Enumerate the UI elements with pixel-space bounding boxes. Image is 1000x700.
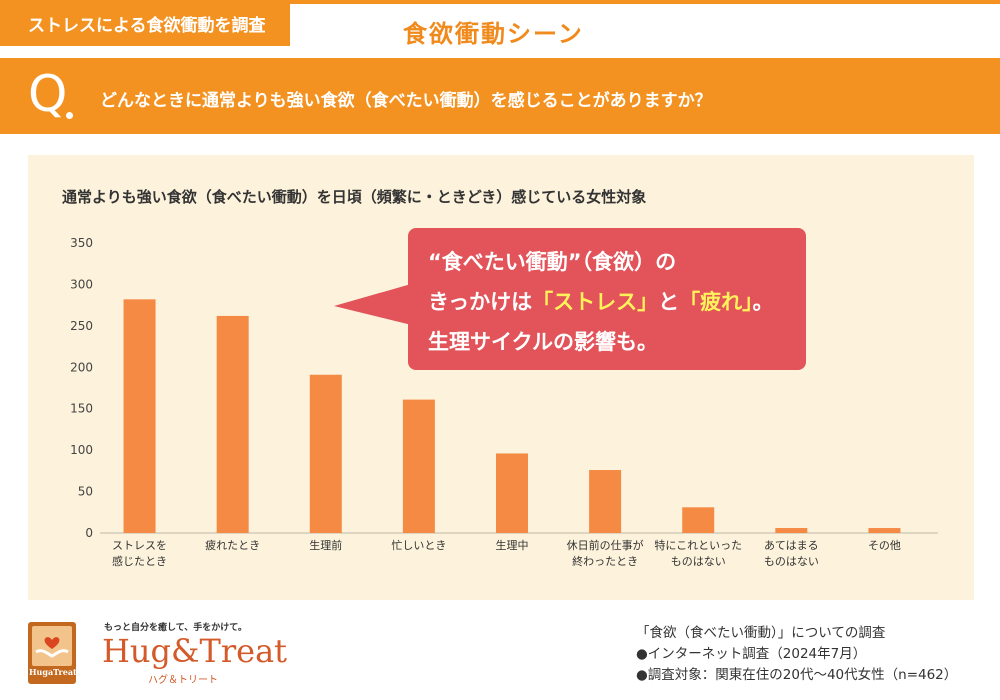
callout-tail [334, 278, 432, 330]
callout-line-2-pre: きっかけは [428, 290, 533, 314]
y-tick-label: 150 [70, 402, 93, 416]
question-band [0, 58, 1000, 134]
y-tick-label: 350 [70, 236, 93, 250]
callout-line-2: きっかけは「ストレス」と「疲れ」。 [428, 282, 786, 322]
question-mark: Q [28, 65, 68, 123]
y-tick-label: 250 [70, 319, 93, 333]
survey-notes: 「食欲（食べたい衝動）」についての調査 ●インターネット調査（2024年7月） … [636, 623, 957, 686]
question-mark-dot [66, 112, 73, 119]
x-tick-label: 終わったとき [572, 554, 638, 568]
x-tick-label: その他 [868, 539, 901, 552]
brand-kana: ハグ＆トリート [148, 675, 218, 686]
bar [775, 528, 808, 533]
survey-tag-text: ストレスによる食欲衝動を調査 [28, 15, 266, 36]
callout-highlight-fatigue: 「疲れ」 [679, 290, 753, 314]
x-tick-label: 感じたとき [112, 555, 167, 568]
y-tick-label: 100 [70, 443, 93, 457]
callout-line-2-mid: と [658, 290, 680, 314]
x-tick-label: 疲れたとき [205, 538, 260, 552]
logo-text: HugaTreat [29, 667, 77, 677]
bar [402, 399, 435, 533]
brand-tagline: もっと自分を癒して、手をかけて。 [104, 623, 248, 633]
x-tick-label: ものはない [671, 555, 726, 568]
note-line: ●調査対象：関東在住の20代～40代女性（n=462） [636, 667, 958, 683]
callout-line-3: 生理サイクルの影響も。 [428, 330, 658, 354]
x-tick-label: 忙しいとき [391, 538, 446, 552]
chart-title: 通常よりも強い食欲（食べたい衝動）を日頃（頻繁に・ときどき）感じている女性対象 [62, 188, 647, 206]
y-tick-label: 0 [85, 526, 93, 540]
y-tick-label: 300 [70, 277, 93, 291]
bar [589, 470, 622, 533]
bar [309, 374, 342, 533]
callout-line-2-post: 。 [752, 290, 774, 314]
bar [496, 453, 528, 533]
x-tick-label: ストレスを [112, 539, 167, 552]
note-line: 「食欲（食べたい衝動）」についての調査 [636, 625, 886, 641]
survey-tag: ストレスによる食欲衝動を調査 [0, 0, 290, 46]
x-tick-label: あてはまる [764, 539, 819, 552]
x-tick-label: 生理中 [496, 538, 529, 552]
x-tick-label: ものはない [764, 555, 819, 568]
bar [123, 299, 156, 533]
x-tick-label: 休日前の仕事が [567, 538, 644, 552]
callout-bubble: “食べたい衝動”（食欲）の きっかけは「ストレス」と「疲れ」。 生理サイクルの影… [408, 228, 806, 370]
y-tick-label: 50 [78, 485, 93, 499]
note-line: ●インターネット調査（2024年7月） [636, 646, 867, 662]
top-accent-line [290, 0, 1000, 4]
brand-name: Hug&Treat [102, 632, 287, 670]
callout-line-1: “食べたい衝動”（食欲）の [428, 250, 677, 274]
bar [868, 528, 901, 533]
callout-highlight-stress: 「ストレス」 [532, 290, 659, 314]
bar [216, 315, 249, 533]
bar [682, 507, 715, 533]
y-tick-label: 200 [70, 360, 93, 374]
question-text: どんなときに通常よりも強い食欲（食べたい衝動）を感じることがありますか？ [100, 91, 712, 111]
section-title: 食欲衝動シーン [403, 20, 584, 48]
hands-heart-icon [32, 626, 72, 666]
x-tick-label: 生理前 [309, 538, 342, 552]
x-tick-label: 特にこれといった [654, 538, 742, 552]
